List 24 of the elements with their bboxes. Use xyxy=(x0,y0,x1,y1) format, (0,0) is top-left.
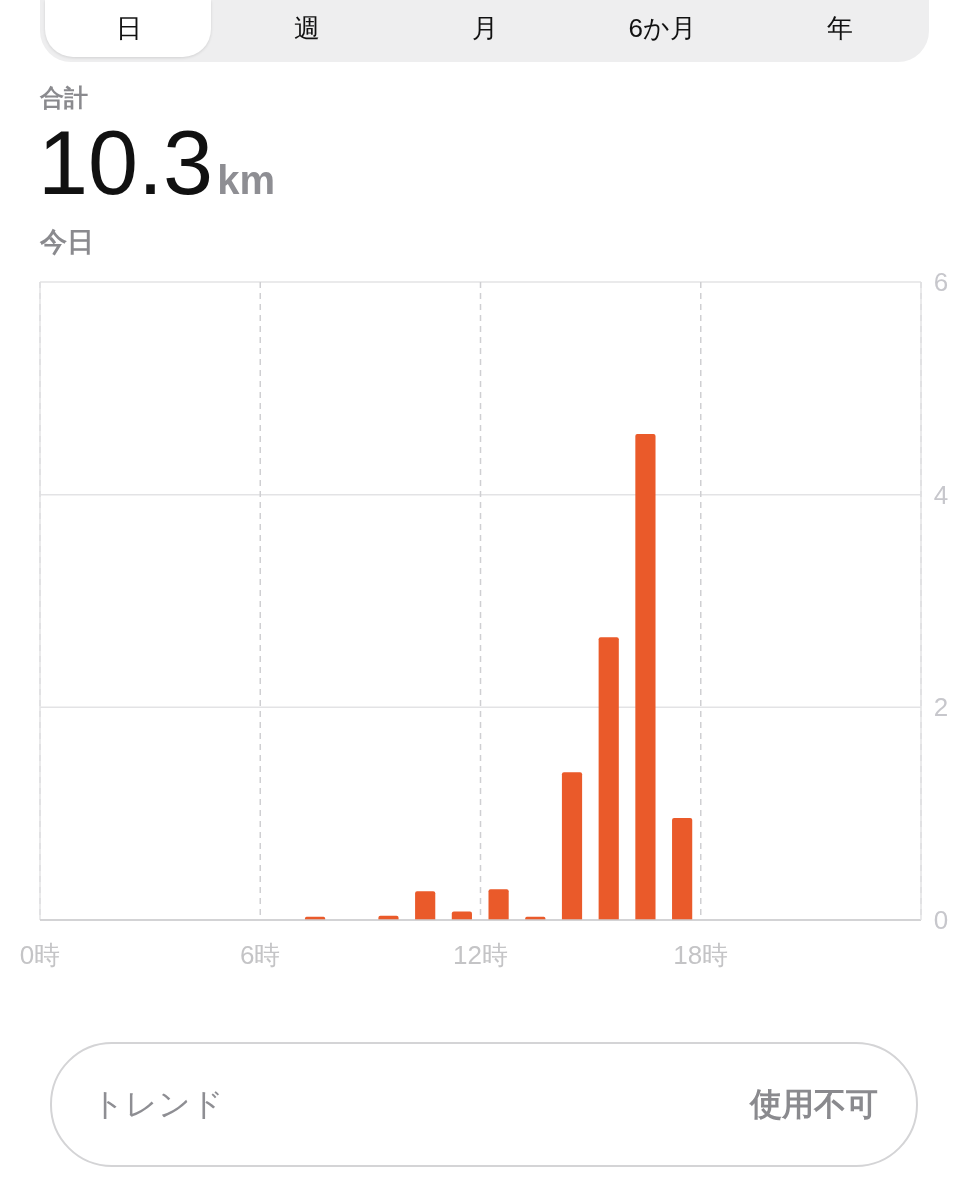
bar xyxy=(488,889,509,920)
text: トレンド xyxy=(92,1085,224,1124)
bar xyxy=(635,434,656,920)
bar xyxy=(561,772,583,920)
bar xyxy=(598,637,619,920)
x-tick-label: 6時 xyxy=(240,940,281,970)
x-tick-label: 12時 xyxy=(453,940,508,970)
text: 合計 xyxy=(40,83,88,113)
text: 使用不可 xyxy=(750,1085,878,1124)
x-tick-label: 18時 xyxy=(673,940,729,970)
bar xyxy=(451,911,472,920)
bar xyxy=(672,817,693,920)
bar xyxy=(415,891,436,920)
y-tick-label: 0 xyxy=(933,905,949,935)
text: 今日 xyxy=(40,226,94,258)
text: 月 xyxy=(471,12,498,44)
x-tick-label: 0時 xyxy=(19,940,61,970)
y-tick-label: 6 xyxy=(933,267,949,297)
text: 6か月 xyxy=(628,12,697,44)
text: 年 xyxy=(827,12,854,44)
text: 週 xyxy=(293,12,320,44)
text: 日 xyxy=(115,12,142,44)
y-tick-label: 2 xyxy=(933,692,949,723)
y-tick-label: 4 xyxy=(933,479,949,510)
